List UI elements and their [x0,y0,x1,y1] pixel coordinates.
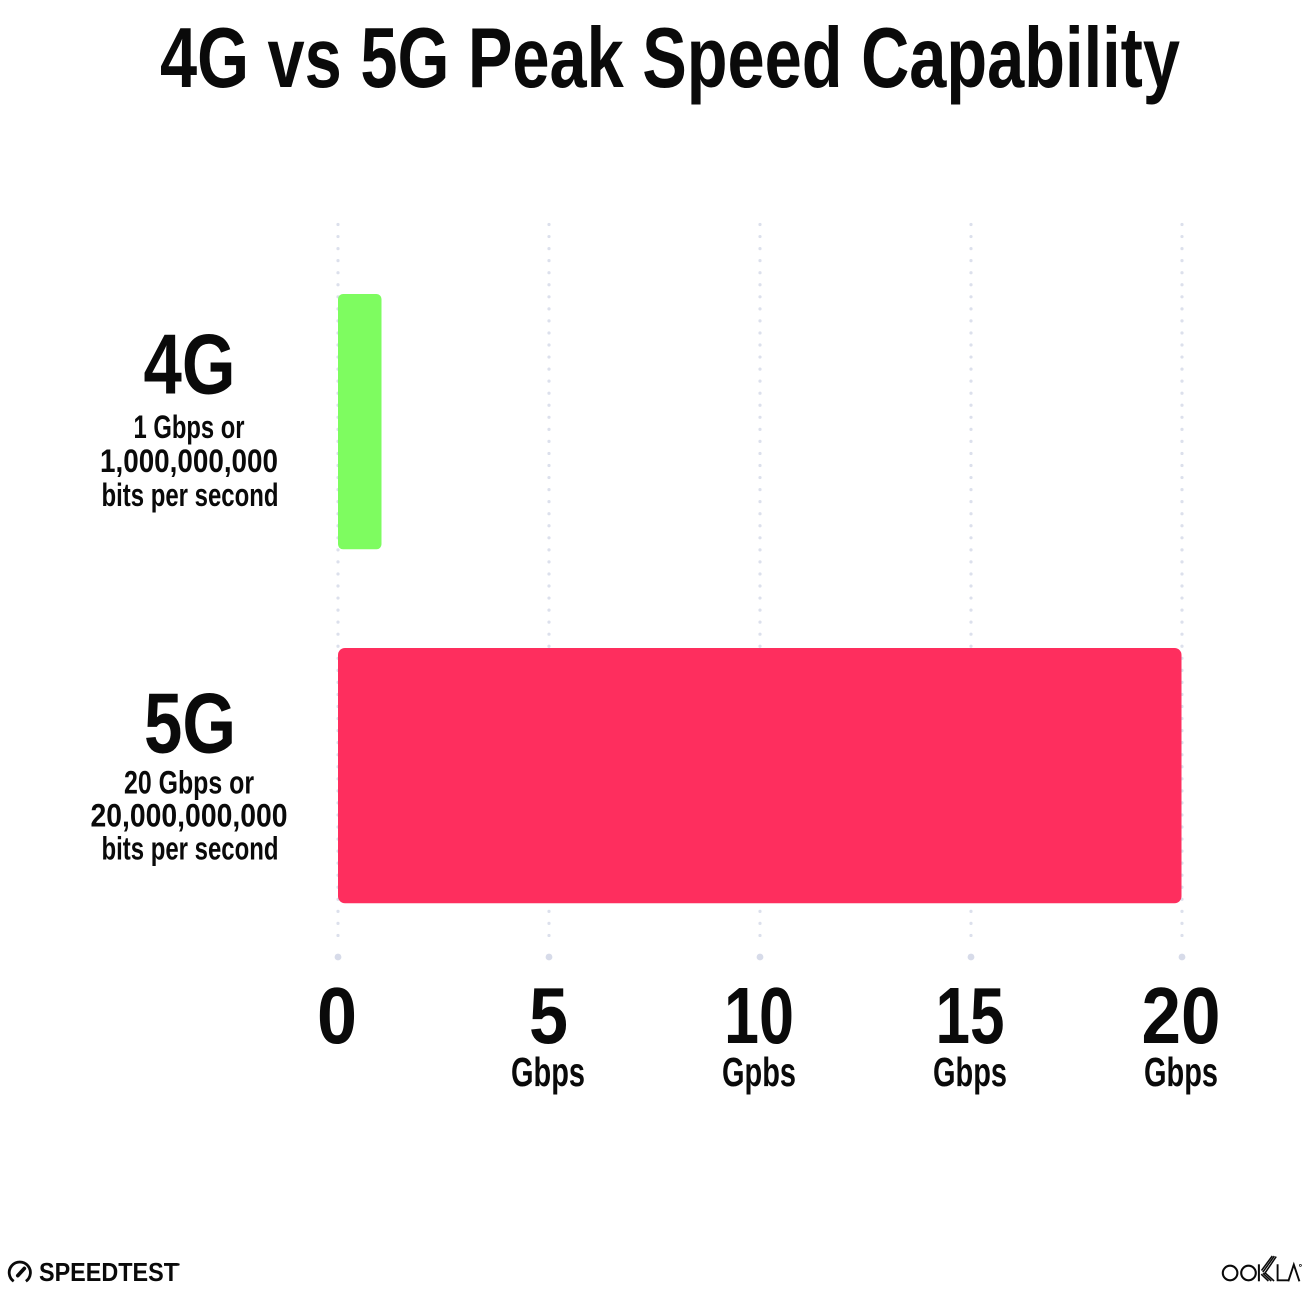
svg-text:Gbps: Gbps [933,1049,1007,1095]
svg-text:SPEEDTEST: SPEEDTEST [39,1257,178,1287]
svg-text:bits per second: bits per second [102,477,279,513]
svg-text:1 Gbps or: 1 Gbps or [134,409,245,445]
svg-text:20,000,000,000: 20,000,000,000 [91,798,288,834]
svg-text:5: 5 [529,971,568,1060]
svg-text:20 Gbps or: 20 Gbps or [124,765,254,801]
svg-text:bits per second: bits per second [102,831,279,867]
svg-text:Gbps: Gbps [1144,1049,1218,1095]
svg-text:4G vs 5G Peak Speed Capability: 4G vs 5G Peak Speed Capability [160,10,1180,106]
svg-text:10: 10 [724,971,794,1060]
svg-text:5G: 5G [144,676,236,772]
svg-text:20: 20 [1142,971,1221,1060]
svg-text:Gbps: Gbps [511,1049,585,1095]
svg-text:0: 0 [317,971,357,1060]
svg-text:1,000,000,000: 1,000,000,000 [100,443,278,479]
svg-text:4G: 4G [144,317,236,413]
svg-text:Gpbs: Gpbs [722,1049,796,1095]
svg-text:15: 15 [936,971,1005,1060]
